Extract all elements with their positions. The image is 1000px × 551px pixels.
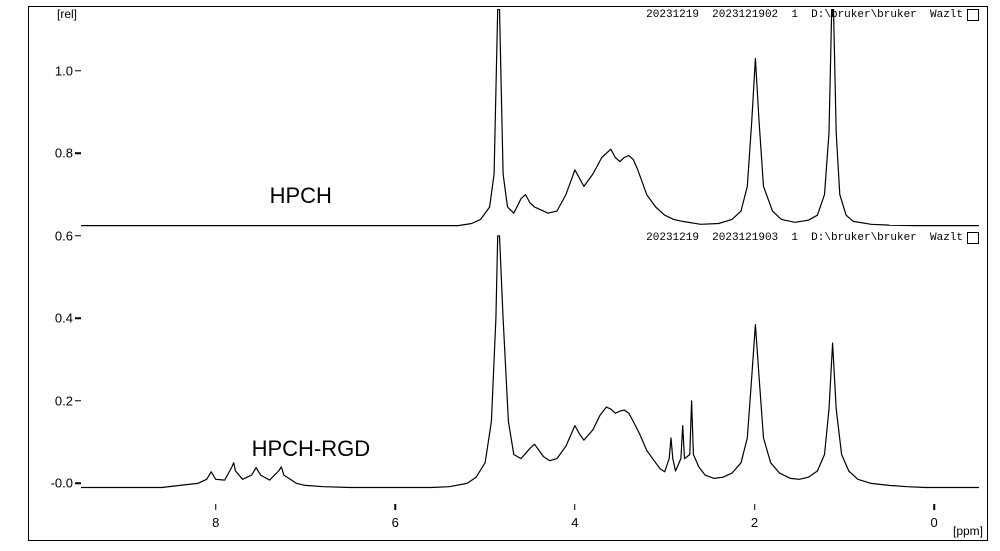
y-tick-mark bbox=[75, 153, 81, 155]
y-tick-mark bbox=[75, 400, 81, 402]
header-text-top: 20231219 2023121902 1 D:\bruker\bruker W… bbox=[646, 9, 963, 21]
x-tick-label: 4 bbox=[571, 515, 578, 530]
spectra-svg bbox=[81, 9, 979, 504]
y-tick-label: 1.0 bbox=[39, 63, 73, 78]
spectrum-label-bottom: HPCH-RGD bbox=[252, 436, 371, 462]
x-tick-label: 6 bbox=[392, 515, 399, 530]
y-tick-mark bbox=[75, 235, 81, 237]
spectrum-bottom bbox=[81, 236, 979, 488]
spectrum-top bbox=[81, 9, 979, 226]
x-tick-mark bbox=[933, 504, 935, 510]
header-text-bottom: 20231219 2023121903 1 D:\bruker\bruker W… bbox=[646, 232, 963, 244]
y-tick-label: 0.8 bbox=[39, 146, 73, 161]
header-box-top bbox=[967, 9, 979, 21]
x-tick-mark bbox=[574, 504, 576, 510]
spectrum-label-top: HPCH bbox=[270, 183, 332, 209]
y-tick-mark bbox=[75, 483, 81, 485]
plot-area: [rel] [ppm] -0.00.20.40.60.81.002468 bbox=[81, 9, 979, 504]
y-tick-mark bbox=[75, 70, 81, 72]
x-axis-label: [ppm] bbox=[953, 524, 983, 538]
x-tick-label: 0 bbox=[930, 515, 937, 530]
plot-frame: [rel] [ppm] -0.00.20.40.60.81.002468 HPC… bbox=[28, 6, 988, 541]
y-tick-label: 0.2 bbox=[39, 393, 73, 408]
header-box-bottom bbox=[967, 232, 979, 244]
y-tick-label: -0.0 bbox=[39, 476, 73, 491]
x-tick-label: 8 bbox=[212, 515, 219, 530]
y-tick-label: 0.6 bbox=[39, 228, 73, 243]
x-tick-mark bbox=[395, 504, 397, 510]
x-tick-label: 2 bbox=[751, 515, 758, 530]
y-tick-label: 0.4 bbox=[39, 311, 73, 326]
y-axis-label: [rel] bbox=[57, 7, 77, 21]
x-tick-mark bbox=[215, 504, 217, 510]
x-tick-mark bbox=[754, 504, 756, 510]
y-tick-mark bbox=[75, 318, 81, 320]
